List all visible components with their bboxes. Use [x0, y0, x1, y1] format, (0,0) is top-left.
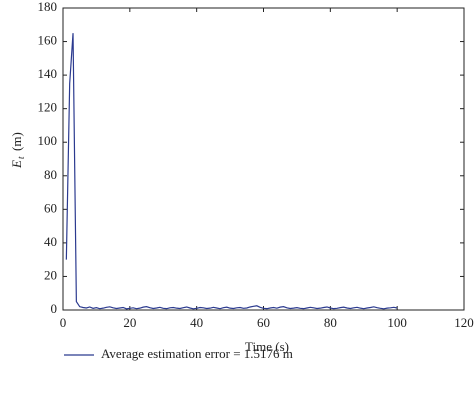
x-tick-label: 40	[190, 315, 203, 330]
x-tick-label: 20	[123, 315, 136, 330]
y-tick-label: 160	[38, 33, 58, 48]
y-label-symbol: E	[9, 160, 24, 169]
x-tick-label: 60	[257, 315, 270, 330]
y-tick-label: 60	[44, 200, 57, 215]
x-tick-label: 0	[60, 315, 67, 330]
y-label-unit: (m)	[9, 132, 24, 151]
y-tick-label: 20	[44, 267, 57, 282]
y-tick-label: 120	[38, 100, 58, 115]
legend-label: Average estimation error = 1.5176 m	[101, 346, 293, 361]
x-axis-label: Time (s)	[245, 339, 289, 354]
y-tick-label: 40	[44, 234, 57, 249]
x-tick-label: 80	[324, 315, 337, 330]
y-axis-label: E t (m)	[9, 132, 26, 169]
data-line	[65, 33, 398, 310]
y-tick-label: 180	[38, 0, 58, 14]
y-tick-label: 140	[38, 66, 58, 81]
y-label-subscript: t	[16, 156, 26, 159]
plot-frame	[62, 7, 465, 311]
y-tick-label: 100	[38, 133, 58, 148]
y-tick-label: 80	[44, 167, 57, 182]
y-tick-label: 0	[51, 301, 58, 316]
x-tick-label: 120	[454, 315, 474, 330]
x-tick-label: 100	[387, 315, 407, 330]
